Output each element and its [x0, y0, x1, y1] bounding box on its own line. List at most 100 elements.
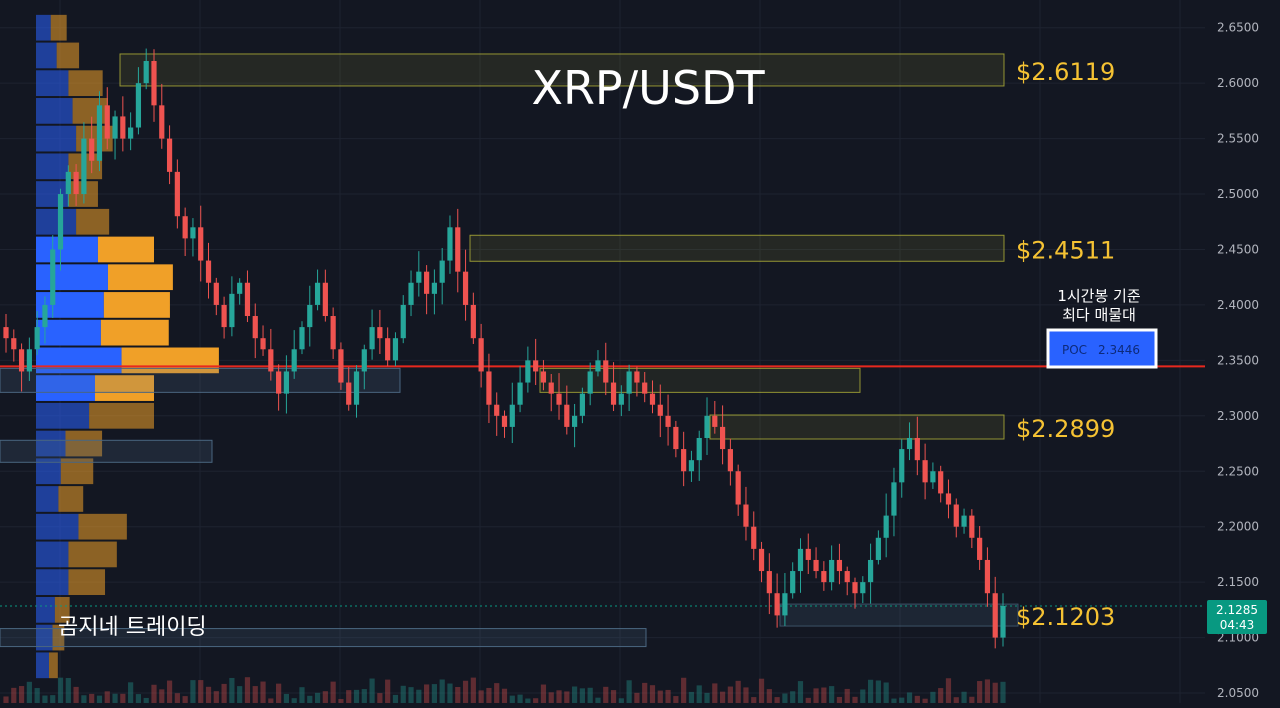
volume-bar — [938, 688, 944, 703]
poc-badge[interactable] — [1046, 328, 1158, 369]
volume-profile-buy-bar — [36, 98, 73, 124]
candle-body — [930, 471, 936, 483]
candle-body — [712, 415, 718, 427]
candle-body — [470, 304, 476, 339]
volume-bar — [681, 677, 687, 703]
volume-bar — [57, 677, 64, 703]
candle-body — [377, 327, 383, 339]
volume-profile-buy-bar — [36, 402, 90, 429]
overlay: XRP/USDT 곰지네 트레이딩 1시간봉 기준 최다 매물대 POC 2.3… — [58, 61, 1158, 640]
level-price-label: $2.6119 — [1016, 58, 1115, 86]
candle-body — [867, 559, 874, 583]
candle-body — [642, 382, 648, 394]
volume-bar — [431, 684, 437, 703]
candle-body — [533, 360, 539, 372]
volume-bar — [221, 683, 227, 703]
volume-profile-sell-bar — [68, 569, 106, 595]
volume-bar — [268, 698, 274, 703]
volume-bar — [533, 698, 539, 703]
candle-body — [307, 304, 313, 328]
volume-profile-buy-bar — [36, 208, 77, 235]
candle-body — [945, 493, 952, 505]
candle-body — [836, 559, 843, 572]
candle-body — [556, 393, 562, 405]
volume-bar — [42, 695, 48, 703]
volume-bar — [159, 689, 165, 703]
volume-profile-buy-bar — [36, 652, 49, 679]
volume-profile-sell-bar — [58, 486, 84, 512]
candle-body — [782, 593, 788, 616]
volume-bar — [416, 689, 422, 703]
volume-bar — [276, 683, 282, 703]
volume-bar — [930, 691, 936, 703]
volume-profile-buy-bar — [36, 264, 108, 291]
volume-bar — [790, 691, 796, 703]
candle-body — [727, 449, 733, 472]
candle-body — [81, 138, 87, 195]
volume-bar — [665, 689, 671, 703]
candle-body — [439, 260, 445, 283]
candle-body — [462, 271, 469, 305]
volume-bar — [205, 686, 212, 703]
price-axis[interactable]: 2.6500 2.6000 2.5500 2.5000 2.4500 2.4000 2.35… — [1217, 21, 1259, 700]
candle-body — [143, 60, 149, 84]
volume-bar — [867, 679, 874, 703]
volume-profile-buy-bar — [36, 125, 77, 152]
volume-bar — [65, 677, 71, 703]
volume-bar — [704, 692, 710, 703]
candle-body — [135, 83, 142, 128]
candle-body — [579, 393, 585, 416]
current-price-tag: 2.1285 04:43 — [1207, 600, 1267, 634]
candle-body — [416, 271, 422, 283]
candle-body — [159, 105, 165, 139]
volume-bar — [712, 683, 718, 703]
candle-body — [852, 582, 858, 594]
volume-bar — [314, 692, 321, 703]
volume-profile-buy-bar — [36, 181, 69, 207]
volume-profile-sell-bar — [100, 319, 169, 346]
y-tick-label: 2.3000 — [1217, 409, 1259, 423]
y-tick-label: 2.1000 — [1217, 631, 1259, 645]
volume-bar — [424, 684, 430, 703]
volume-profile-sell-bar — [54, 596, 70, 623]
volume-profile-sell-bar — [76, 208, 110, 235]
volume-bar — [307, 695, 313, 703]
volume-profile-sell-bar — [65, 430, 103, 457]
watermark-label: 곰지네 트레이딩 — [58, 615, 207, 640]
candle-body — [790, 571, 796, 594]
volume-bar — [96, 695, 103, 703]
candle-body — [883, 515, 889, 538]
volume-profile-buy-bar — [36, 430, 66, 457]
volume-bar — [213, 691, 219, 703]
volume-bar — [626, 680, 632, 703]
volume-profile-sell-bar — [107, 264, 173, 291]
volume-bar — [439, 679, 445, 703]
volume-profile-buy-bar — [36, 236, 98, 263]
candle-body — [969, 515, 975, 538]
candle-body — [205, 260, 212, 283]
candle-body — [252, 316, 258, 339]
candle-body — [50, 249, 56, 305]
candle-body — [174, 171, 180, 217]
volume-bar — [229, 677, 235, 703]
candle-body — [844, 571, 850, 583]
volume-bar — [969, 696, 975, 703]
candle-body — [774, 593, 780, 616]
candle-body — [634, 371, 640, 383]
volume-bar — [135, 694, 142, 703]
volume-profile-sell-bar — [72, 98, 108, 124]
candle-body — [369, 327, 375, 350]
volume-profile-sell-bar — [95, 375, 154, 401]
volume-bar — [899, 697, 905, 703]
volume-bar — [291, 698, 297, 703]
volume-bar — [120, 693, 126, 703]
volume-bar — [353, 689, 360, 703]
candle-body — [431, 282, 437, 294]
candles[interactable] — [3, 48, 1006, 649]
volume-bar — [198, 680, 204, 703]
support-zone — [0, 628, 647, 648]
candle-body — [494, 404, 500, 416]
volume-bar — [89, 693, 95, 703]
candle-body — [961, 515, 967, 527]
